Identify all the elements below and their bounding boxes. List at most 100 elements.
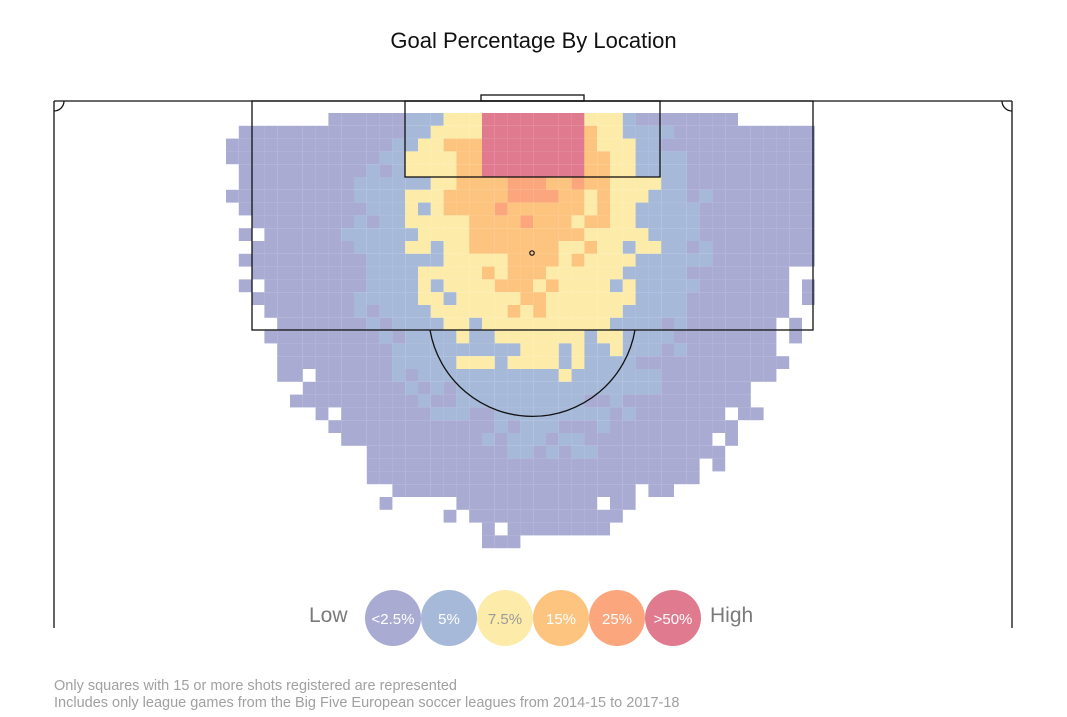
heatmap-cell: [302, 343, 316, 357]
heatmap-cell: [366, 189, 380, 203]
heatmap-cell: [469, 407, 482, 421]
heatmap-cell: [494, 343, 508, 357]
heatmap-cell: [379, 253, 393, 267]
heatmap-cell: [789, 125, 802, 139]
heatmap-cell: [264, 138, 278, 152]
heatmap-cell: [571, 356, 585, 369]
heatmap-cell: [584, 343, 598, 357]
heatmap-cell: [622, 369, 636, 382]
heatmap-cell: [520, 369, 534, 382]
heatmap-cell: [379, 279, 393, 293]
heatmap-cell: [546, 445, 559, 459]
heatmap-cell: [571, 215, 585, 229]
heatmap-cell: [507, 177, 521, 190]
heatmap-cell: [674, 164, 687, 177]
heatmap-cell: [789, 241, 802, 254]
heatmap-cell: [456, 279, 470, 293]
heatmap-cell: [366, 202, 380, 216]
heatmap-cell: [584, 381, 598, 395]
heatmap-cell: [482, 356, 495, 369]
heatmap-cell: [405, 330, 418, 344]
heatmap-cell: [418, 369, 431, 382]
heatmap-cell: [379, 138, 393, 152]
heatmap-cell: [738, 228, 751, 241]
heatmap-cell: [648, 471, 662, 485]
heatmap-cell: [546, 471, 559, 485]
heatmap-cell: [507, 471, 521, 485]
heatmap-cell: [354, 317, 367, 331]
heatmap-cell: [456, 497, 470, 510]
heatmap-cell: [738, 138, 751, 152]
heatmap-cell: [443, 407, 457, 421]
heatmap-cell: [648, 305, 662, 318]
heatmap-cell: [776, 305, 790, 318]
heatmap-cell: [430, 177, 444, 190]
heatmap-cell: [277, 215, 290, 229]
heatmap-cell: [302, 125, 316, 139]
heatmap-cell: [430, 394, 444, 408]
heatmap-cell: [405, 138, 418, 152]
heatmap-cell: [290, 253, 303, 267]
heatmap-cell: [686, 113, 700, 126]
heatmap-cell: [469, 381, 482, 395]
heatmap-cell: [520, 433, 534, 446]
heatmap-cell: [392, 458, 406, 472]
heatmap-cell: [443, 292, 457, 305]
heatmap-cell: [610, 138, 623, 152]
heatmap-cell: [738, 177, 751, 190]
heatmap-cell: [686, 343, 700, 357]
heatmap-cell: [328, 330, 342, 344]
heatmap-cell: [546, 484, 559, 497]
heatmap-cell: [354, 138, 367, 152]
heatmap-cell: [789, 215, 802, 229]
heatmap-cell: [315, 317, 329, 331]
heatmap-cell: [661, 305, 674, 318]
heatmap-cell: [597, 369, 610, 382]
heatmap-cell: [635, 266, 649, 280]
heatmap-cell: [354, 394, 367, 408]
heatmap-cell: [776, 164, 790, 177]
heatmap-cell: [379, 292, 393, 305]
heatmap-cell: [712, 189, 726, 203]
heatmap-cell: [712, 138, 726, 152]
heatmap-cell: [354, 330, 367, 344]
heatmap-cell: [520, 445, 534, 459]
heatmap-cell: [418, 420, 431, 433]
heatmap-cell: [302, 164, 316, 177]
heatmap-cell: [443, 433, 457, 446]
heatmap-cell: [264, 164, 278, 177]
heatmap-cell: [661, 471, 674, 485]
heatmap-cell: [699, 356, 713, 369]
heatmap-cell: [686, 330, 700, 344]
heatmap-cell: [789, 317, 802, 331]
heatmap-cell: [443, 177, 457, 190]
heatmap-cell: [418, 215, 431, 229]
heatmap-cell: [430, 241, 444, 254]
heatmap-cell: [610, 330, 623, 344]
heatmap-cell: [546, 369, 559, 382]
heatmap-cell: [571, 113, 585, 126]
heatmap-cell: [712, 279, 726, 293]
heatmap-cell: [802, 279, 815, 293]
heatmap-cell: [738, 202, 751, 216]
heatmap-cell: [482, 177, 495, 190]
heatmap-cell: [738, 292, 751, 305]
heatmap-cell: [763, 343, 777, 357]
heatmap-cell: [392, 381, 406, 395]
heatmap-cell: [494, 394, 508, 408]
heatmap-cell: [443, 305, 457, 318]
heatmap-cell: [405, 445, 418, 459]
heatmap-cell: [533, 164, 546, 177]
heatmap-cell: [533, 177, 546, 190]
heatmap-cell: [674, 381, 687, 395]
footnote-1: Only squares with 15 or more shots regis…: [54, 678, 457, 694]
heatmap-cell: [379, 433, 393, 446]
heatmap-cell: [405, 189, 418, 203]
heatmap-cell: [443, 445, 457, 459]
heatmap-cell: [738, 394, 751, 408]
heatmap-cell: [635, 202, 649, 216]
heatmap-cell: [366, 381, 380, 395]
heatmap-cell: [443, 151, 457, 165]
heatmap-cell: [802, 228, 815, 241]
heatmap-cell: [251, 164, 265, 177]
